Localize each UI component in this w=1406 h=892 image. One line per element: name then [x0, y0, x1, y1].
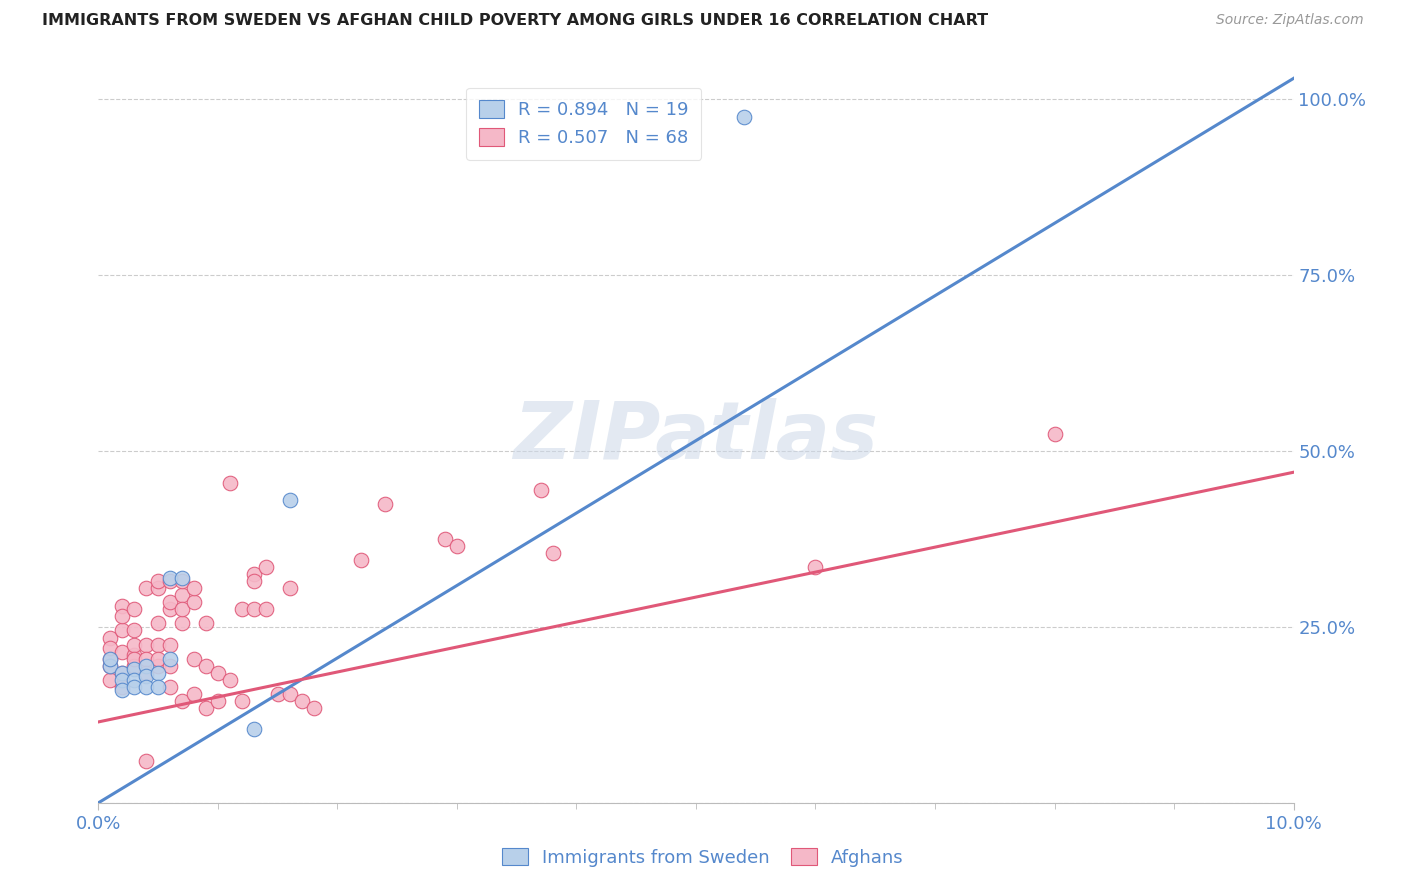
- Point: [172, 616, 194, 631]
- Point: [148, 651, 170, 665]
- Point: [733, 110, 755, 124]
- Point: [124, 638, 146, 652]
- Point: [254, 560, 277, 574]
- Point: [243, 602, 266, 616]
- Point: [159, 574, 181, 589]
- Point: [219, 475, 242, 490]
- Point: [135, 680, 157, 694]
- Point: [159, 595, 181, 609]
- Point: [541, 546, 564, 560]
- Point: [135, 658, 157, 673]
- Point: [159, 680, 181, 694]
- Point: [172, 694, 194, 708]
- Point: [434, 532, 457, 546]
- Point: [374, 497, 396, 511]
- Point: [135, 651, 157, 665]
- Text: IMMIGRANTS FROM SWEDEN VS AFGHAN CHILD POVERTY AMONG GIRLS UNDER 16 CORRELATION : IMMIGRANTS FROM SWEDEN VS AFGHAN CHILD P…: [42, 13, 988, 29]
- Point: [278, 582, 301, 596]
- Point: [172, 602, 194, 616]
- Point: [254, 602, 277, 616]
- Point: [148, 638, 170, 652]
- Point: [291, 694, 314, 708]
- Point: [111, 680, 134, 694]
- Point: [100, 651, 122, 665]
- Point: [111, 599, 134, 613]
- Point: [124, 680, 146, 694]
- Point: [243, 574, 266, 589]
- Point: [159, 658, 181, 673]
- Point: [135, 638, 157, 652]
- Legend: R = 0.894   N = 19, R = 0.507   N = 68: R = 0.894 N = 19, R = 0.507 N = 68: [465, 87, 702, 160]
- Point: [172, 574, 194, 589]
- Point: [124, 673, 146, 687]
- Point: [148, 658, 170, 673]
- Point: [195, 701, 218, 715]
- Point: [135, 754, 157, 768]
- Point: [278, 687, 301, 701]
- Point: [124, 602, 146, 616]
- Point: [195, 658, 218, 673]
- Point: [100, 651, 122, 665]
- Point: [124, 658, 146, 673]
- Point: [111, 609, 134, 624]
- Point: [195, 616, 218, 631]
- Point: [148, 665, 170, 680]
- Point: [172, 588, 194, 602]
- Point: [124, 651, 146, 665]
- Point: [111, 665, 134, 680]
- Text: Source: ZipAtlas.com: Source: ZipAtlas.com: [1216, 13, 1364, 28]
- Point: [159, 602, 181, 616]
- Point: [159, 638, 181, 652]
- Point: [183, 687, 205, 701]
- Point: [135, 665, 157, 680]
- Point: [148, 574, 170, 589]
- Point: [100, 658, 122, 673]
- Point: [183, 595, 205, 609]
- Point: [804, 560, 827, 574]
- Point: [172, 571, 194, 585]
- Point: [159, 571, 181, 585]
- Point: [111, 673, 134, 687]
- Point: [124, 624, 146, 638]
- Point: [124, 662, 146, 676]
- Point: [100, 658, 122, 673]
- Point: [183, 651, 205, 665]
- Point: [111, 665, 134, 680]
- Point: [1043, 426, 1066, 441]
- Point: [100, 641, 122, 656]
- Point: [231, 694, 253, 708]
- Point: [350, 553, 373, 567]
- Point: [267, 687, 290, 701]
- Point: [135, 669, 157, 683]
- Point: [302, 701, 325, 715]
- Point: [148, 616, 170, 631]
- Point: [219, 673, 242, 687]
- Point: [529, 483, 551, 497]
- Point: [446, 539, 468, 553]
- Point: [111, 683, 134, 698]
- Legend: Immigrants from Sweden, Afghans: Immigrants from Sweden, Afghans: [495, 841, 911, 874]
- Point: [243, 567, 266, 582]
- Point: [124, 648, 146, 662]
- Point: [111, 644, 134, 658]
- Point: [231, 602, 253, 616]
- Point: [100, 631, 122, 645]
- Point: [111, 624, 134, 638]
- Point: [148, 582, 170, 596]
- Point: [100, 673, 122, 687]
- Point: [159, 651, 181, 665]
- Point: [207, 694, 229, 708]
- Point: [243, 722, 266, 736]
- Point: [148, 680, 170, 694]
- Point: [183, 582, 205, 596]
- Point: [207, 665, 229, 680]
- Point: [278, 493, 301, 508]
- Text: ZIPatlas: ZIPatlas: [513, 398, 879, 476]
- Point: [135, 582, 157, 596]
